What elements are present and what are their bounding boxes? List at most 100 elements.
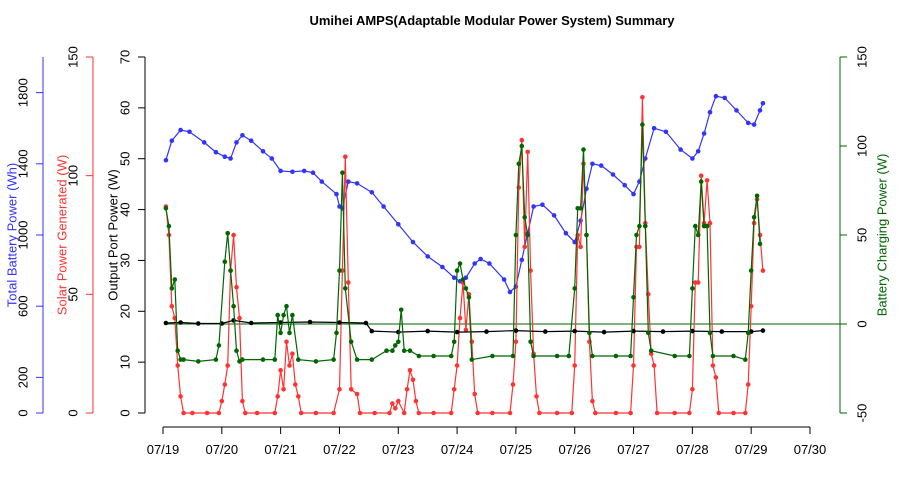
- solar-axis-label: Solar Power Generated (W): [55, 155, 70, 315]
- x-tick-label: 07/22: [323, 442, 356, 457]
- battery-charging-power-w-point: [222, 259, 228, 265]
- solar-tick-label: 0: [66, 409, 81, 416]
- battery-charging-power-w-point: [572, 286, 577, 291]
- solar-power-generated-w-point: [510, 382, 516, 387]
- output-port-power-w-point: [369, 328, 375, 334]
- battery-charging-power-w-point: [196, 359, 201, 364]
- battery-charging-power-w-point: [710, 353, 716, 359]
- solar-power-generated-w-point: [743, 410, 748, 416]
- solar-power-generated-w-point: [175, 363, 180, 368]
- total-battery-power-wh-point: [760, 101, 766, 106]
- output-port-power-w-series: [163, 318, 766, 335]
- total-battery-power-wh-point: [631, 191, 636, 197]
- battery-charging-power-w-point: [631, 295, 636, 300]
- battery-charging-power-w-point: [172, 277, 178, 282]
- solar-power-generated-w-point: [713, 375, 719, 380]
- total-battery-power-wh-line: [165, 95, 764, 293]
- solar-power-generated-w-point: [343, 154, 348, 159]
- battery-charging-power-w-point: [313, 359, 319, 364]
- battery-charging-power-w-point: [460, 277, 466, 282]
- x-tick-label: 07/20: [206, 442, 239, 457]
- total-battery-power-wh-point: [757, 108, 763, 113]
- battery-charging-power-w-point: [448, 353, 454, 359]
- plot-area: [163, 93, 845, 416]
- output-tick-label: 40: [118, 202, 133, 216]
- battery-charging-power-w-point: [628, 353, 633, 359]
- battery-charging-power-w-point: [748, 268, 754, 273]
- total-battery-power-wh-point: [440, 264, 445, 270]
- solar-power-generated-w-point: [534, 394, 539, 399]
- x-tick-label: 07/29: [735, 442, 768, 457]
- solar-power-generated-w-point: [672, 410, 677, 416]
- output-tick-label: 50: [118, 151, 133, 165]
- total-battery-power-wh-point: [598, 163, 604, 168]
- solar-power-generated-w-point: [393, 406, 398, 411]
- total-battery-power-wh-point: [163, 157, 169, 163]
- output-port-power-w-point: [178, 320, 183, 325]
- battery-charging-power-w-point: [407, 348, 413, 354]
- total-battery-power-wh-point: [451, 275, 457, 281]
- solar-power-generated-w-point: [401, 410, 407, 416]
- battery-charging-power-w-point: [369, 357, 375, 362]
- solar-power-generated-w-point: [298, 410, 304, 416]
- total-battery-power-wh-point: [551, 213, 557, 218]
- battery-charging-power-w-point: [704, 223, 710, 229]
- solar-power-generated-w-point: [451, 387, 457, 392]
- battery-tick-label: 200: [16, 367, 31, 389]
- battery-charging-power-w-point: [216, 343, 222, 348]
- total-battery-power-wh-point: [734, 108, 739, 113]
- battery-charging-power-w-point: [578, 206, 583, 211]
- charging-tick-label: 100: [855, 135, 870, 157]
- solar-power-generated-w-point: [396, 398, 401, 404]
- battery-charging-power-w-point: [646, 330, 651, 336]
- solar-power-generated-w-point: [745, 382, 751, 387]
- x-tick-label: 07/21: [264, 442, 297, 457]
- battery-charging-power-w-point: [240, 357, 245, 362]
- battery-charging-power-w-point: [566, 353, 572, 359]
- battery-charging-power-w-line: [165, 124, 761, 363]
- total-battery-power-wh-point: [234, 140, 239, 145]
- total-battery-power-wh-point: [501, 277, 507, 282]
- battery-charging-power-w-point: [296, 357, 301, 362]
- solar-power-generated-w-point: [631, 363, 636, 368]
- battery-charging-power-w-point: [731, 353, 736, 359]
- solar-power-generated-w-point: [231, 232, 236, 238]
- battery-tick-label: 0: [16, 409, 31, 416]
- solar-power-generated-w-point: [331, 410, 336, 416]
- output-port-power-w-point: [543, 329, 548, 334]
- solar-power-generated-w-point: [254, 410, 260, 416]
- output-port-power-w-point: [513, 328, 519, 333]
- total-battery-power-wh-point: [590, 161, 595, 167]
- solar-power-generated-w-point: [537, 410, 542, 416]
- battery-charging-power-w-point: [287, 330, 292, 336]
- battery-charging-power-w-point: [340, 170, 345, 175]
- solar-power-generated-w-point: [731, 410, 736, 416]
- battery-charging-power-w-point: [260, 357, 266, 362]
- battery-charging-power-w-point: [290, 312, 295, 318]
- battery-charging-power-w-point: [525, 232, 530, 238]
- solar-power-generated-w-point: [554, 410, 560, 416]
- battery-charging-power-w-point: [272, 357, 278, 362]
- charging-tick-label: 50: [855, 228, 870, 242]
- battery-charging-power-w-point: [390, 348, 395, 354]
- battery-charging-power-w-point: [398, 307, 404, 313]
- battery-charging-power-w-point: [384, 348, 389, 354]
- battery-charging-power-w-point: [513, 232, 519, 238]
- battery-axis-label: Total Battery Power (Wh): [5, 163, 20, 308]
- x-tick-label: 07/27: [617, 442, 650, 457]
- solar-power-generated-w-point: [572, 363, 577, 368]
- solar-power-generated-w-point: [407, 368, 413, 373]
- solar-power-generated-w-point: [637, 244, 642, 250]
- solar-power-generated-w-point: [698, 173, 704, 178]
- solar-power-generated-w-point: [222, 382, 228, 387]
- battery-charging-power-w-point: [331, 357, 336, 362]
- solar-power-generated-w-point: [651, 363, 657, 368]
- output-port-power-w-point: [660, 329, 666, 334]
- total-battery-power-wh-point: [310, 170, 316, 175]
- battery-charging-power-w-point: [743, 357, 748, 362]
- output-port-power-w-point: [690, 328, 695, 334]
- solar-power-generated-w-point: [687, 410, 692, 416]
- battery-charging-power-w-point: [693, 223, 698, 229]
- battery-charging-power-w-point: [754, 193, 760, 199]
